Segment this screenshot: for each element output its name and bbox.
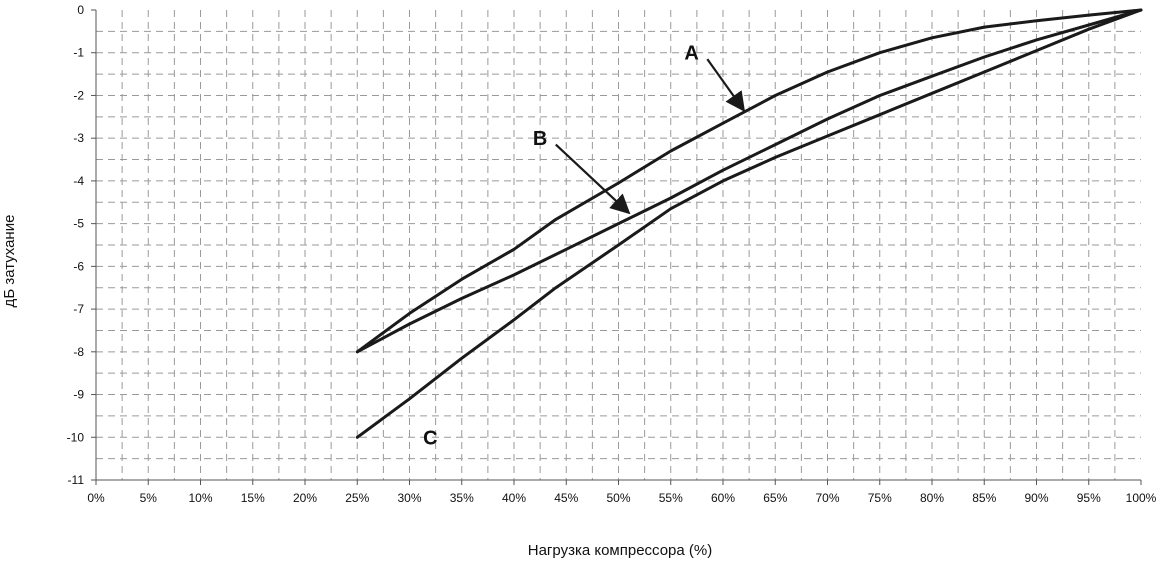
y-tick-label: -10: [67, 430, 85, 444]
x-tick-label: 95%: [1077, 491, 1101, 505]
x-tick-label: 90%: [1024, 491, 1048, 505]
x-tick-label: 20%: [293, 491, 317, 505]
x-tick-label: 65%: [763, 491, 787, 505]
series-line-b: [355, 8, 1143, 354]
x-axis-title: Нагрузка компрессора (%): [528, 542, 712, 559]
x-tick-label: 50%: [606, 491, 630, 505]
annotations: A B C: [423, 43, 746, 449]
y-tick-label: -3: [73, 131, 84, 145]
x-tick-label: 5%: [140, 491, 158, 505]
x-tick-label: 45%: [554, 491, 578, 505]
x-tick-label: 30%: [397, 491, 421, 505]
y-tick-label: -6: [73, 259, 84, 273]
y-tick-label: -9: [73, 388, 84, 402]
x-tick-label: 55%: [659, 491, 683, 505]
x-tick-label: 25%: [345, 491, 369, 505]
y-tick-label: -11: [68, 473, 85, 487]
y-tick-label: -5: [73, 217, 84, 231]
curve-label-a: A: [684, 43, 698, 65]
y-tick-label: -2: [73, 88, 84, 102]
y-tick-label: -4: [73, 174, 84, 188]
y-axis-title: дБ затухание: [1, 215, 18, 308]
series-lines: [355, 8, 1143, 439]
x-tick-label: 100%: [1126, 491, 1157, 505]
x-tick-label: 40%: [502, 491, 526, 505]
arrow-b: [555, 143, 631, 215]
curve-label-b: B: [533, 128, 547, 150]
x-tick-label: 60%: [711, 491, 735, 505]
arrow-a: [706, 58, 746, 113]
x-tick-label: 75%: [868, 491, 892, 505]
x-tick-label: 35%: [450, 491, 474, 505]
x-tick-label: 80%: [920, 491, 944, 505]
series-line-a: [355, 8, 1143, 354]
series-line-c: [355, 8, 1143, 439]
x-tick-label: 15%: [241, 491, 265, 505]
x-tick-label: 85%: [972, 491, 996, 505]
y-tick-label: -8: [73, 345, 84, 359]
y-tick-label: -7: [73, 302, 84, 316]
y-tick-label: -1: [73, 46, 84, 60]
x-tick-label: 10%: [188, 491, 212, 505]
y-tick-label: 0: [77, 3, 84, 17]
x-tick-label: 70%: [815, 491, 839, 505]
axes: 0 -1 -2 -3 -4 -5 -6 -7 -8 -9 -10 -110% 5% 10% 15% 20% 25…: [67, 3, 1157, 505]
x-tick-label: 0%: [87, 491, 105, 505]
curve-label-c: C: [423, 427, 437, 449]
